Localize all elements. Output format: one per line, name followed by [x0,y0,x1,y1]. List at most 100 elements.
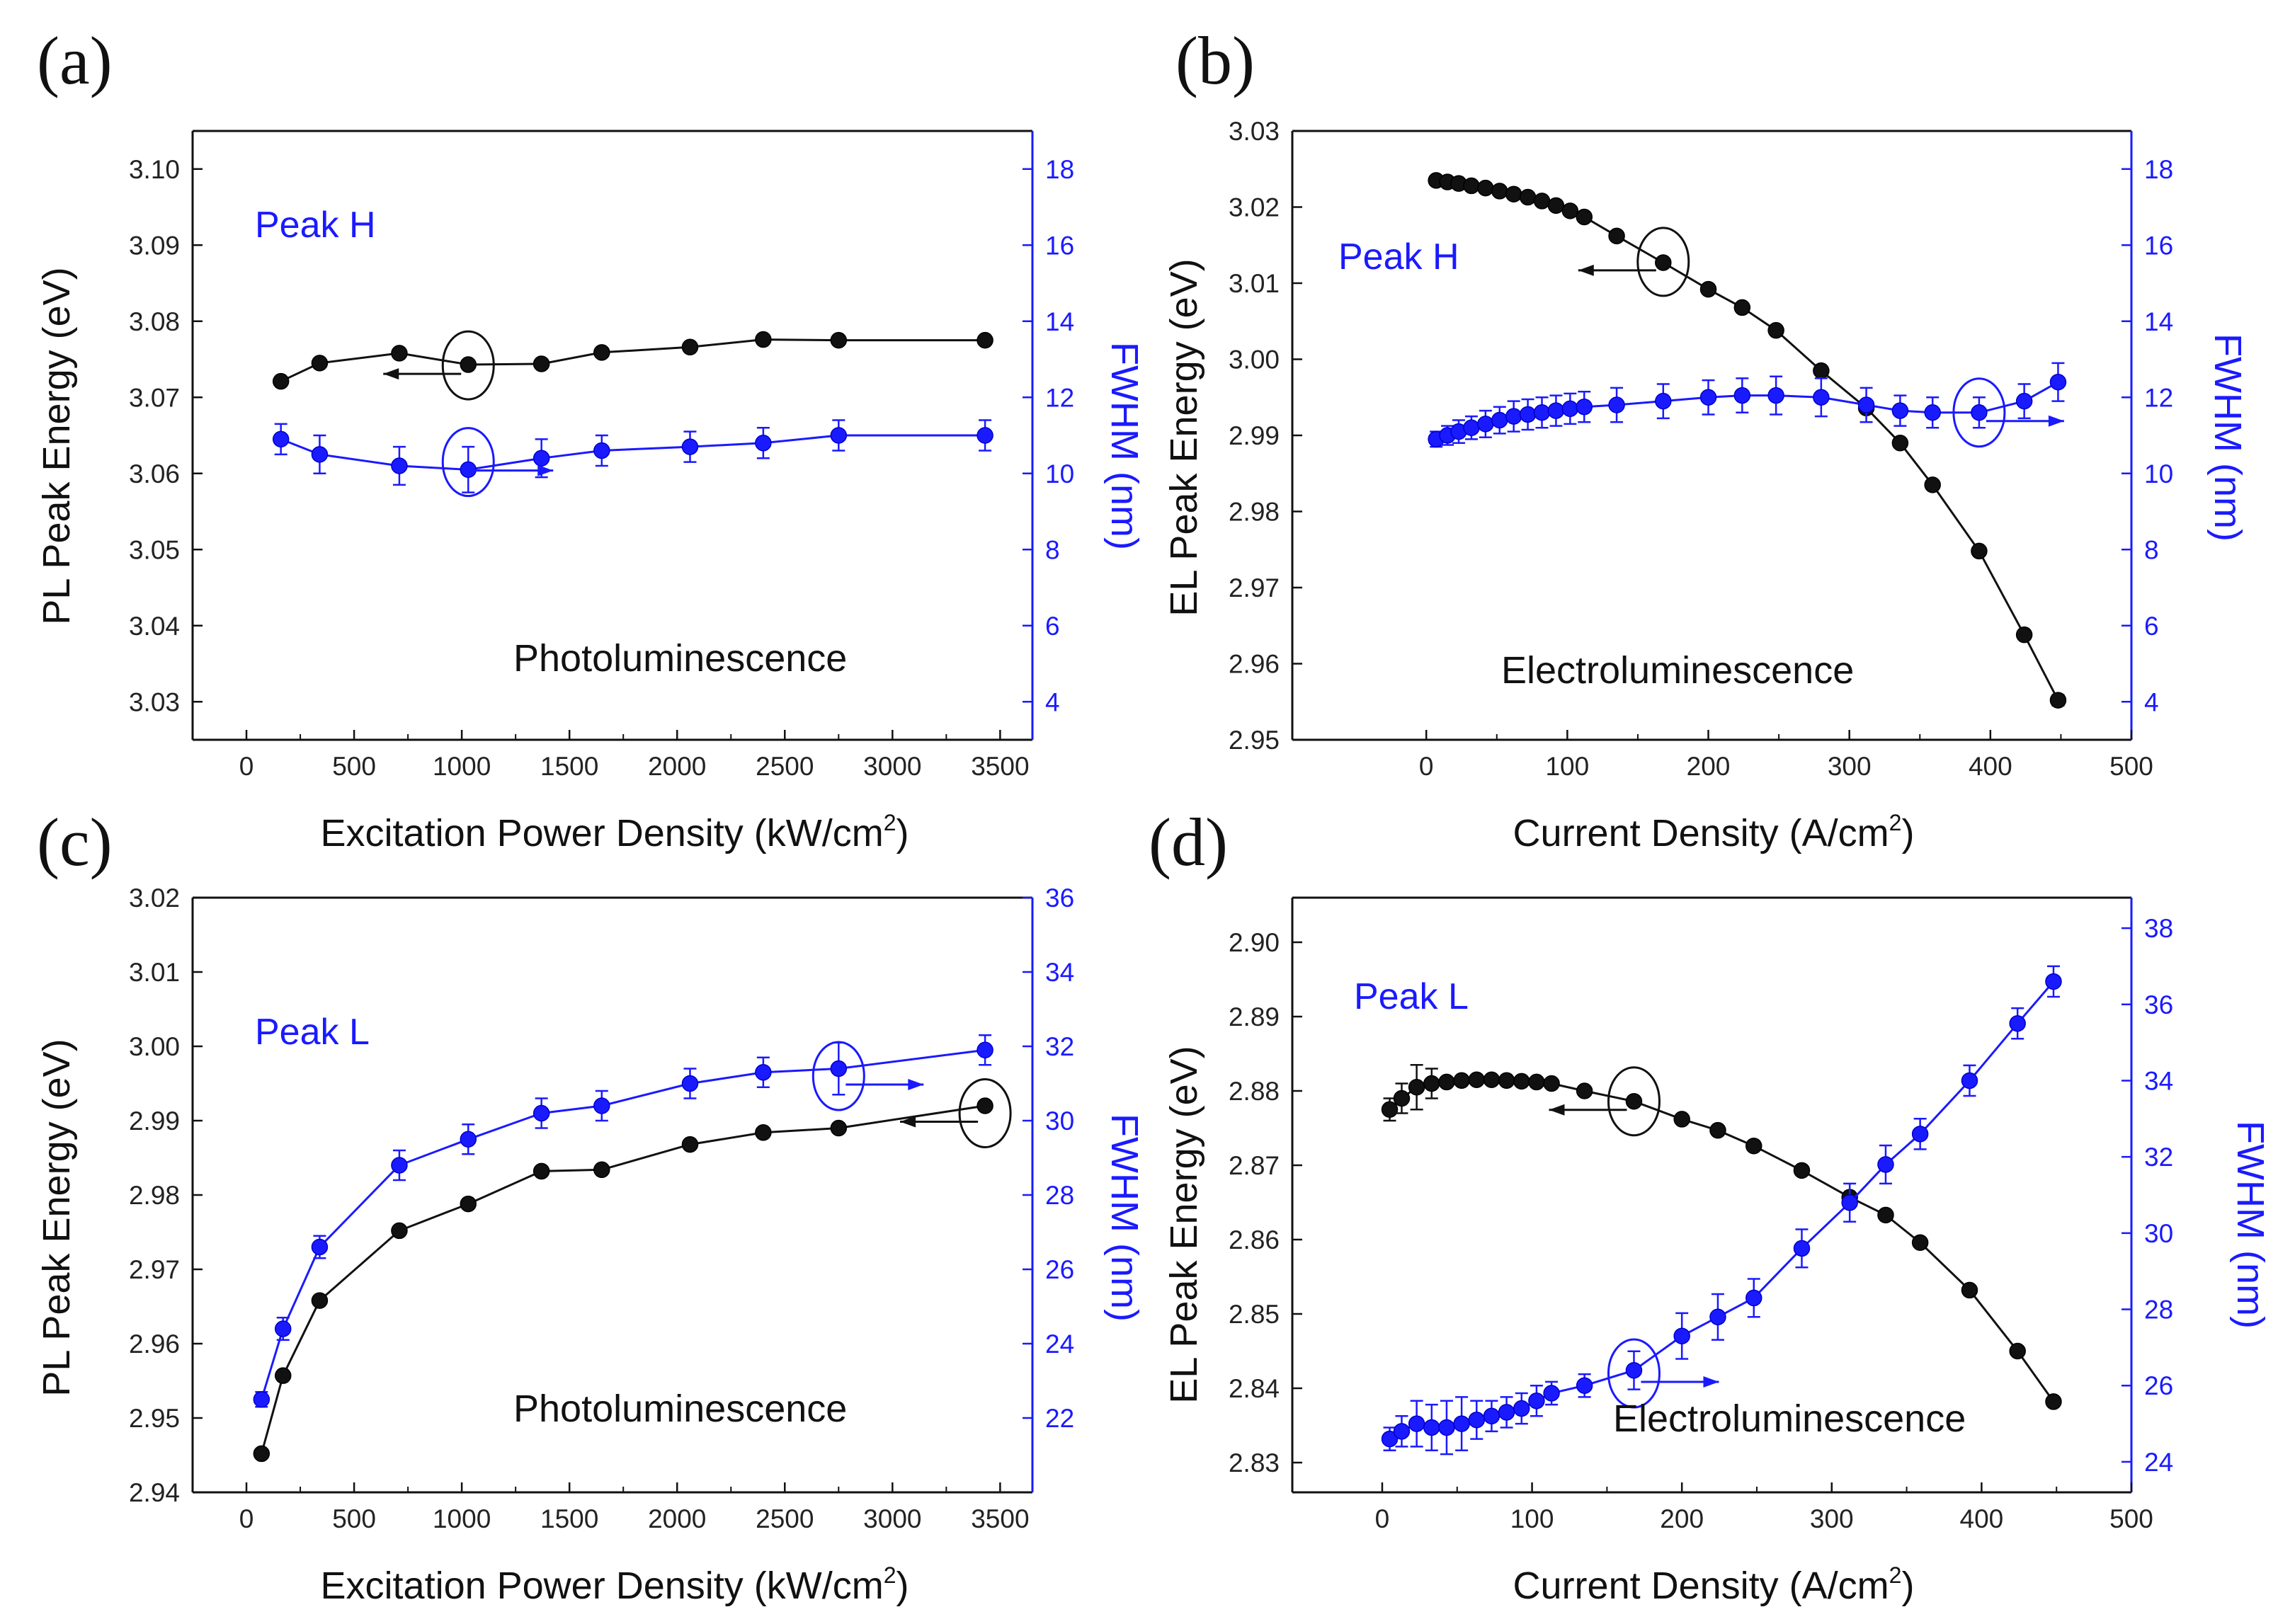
y2-tick-label: 18 [2144,155,2173,184]
annotation-arrow-head [1703,1376,1719,1388]
data-point-fwhm [976,1041,993,1058]
y2-tick-label: 4 [1045,687,1060,716]
y2-tick-label: 14 [2144,307,2173,336]
data-point-fwhm [1891,402,1909,419]
x-tick-label: 3000 [863,752,921,781]
data-point-fwhm [1381,1430,1399,1448]
y2-tick-label: 10 [1045,459,1074,488]
data-point-fwhm [593,442,610,459]
y2-tick-label: 8 [2144,535,2159,564]
data-point-fwhm [1709,1308,1726,1326]
x-tick-label: 100 [1545,752,1589,781]
data-point-energy [1468,1071,1486,1088]
data-point-energy [1911,1234,1929,1251]
data-point-energy [976,1097,993,1114]
data-point-energy [1655,254,1672,271]
y-tick-label: 3.09 [129,231,180,260]
data-point-energy [274,1367,292,1384]
y-tick-label: 3.10 [129,155,180,184]
x-tick-label: 300 [1828,752,1872,781]
data-point-fwhm [1767,387,1784,404]
data-point-energy [1528,1073,1545,1091]
panel-b-y2label: FWHM (nm) [2206,333,2249,542]
data-point-fwhm [830,427,848,444]
data-point-fwhm [1463,419,1480,436]
annotation-ellipse [441,427,495,498]
data-point-energy [593,344,610,361]
y-tick-label: 3.05 [129,535,180,564]
y2-tick-label: 28 [2144,1296,2173,1325]
data-point-fwhm [1423,1419,1440,1436]
data-point-fwhm [755,1064,772,1081]
data-point-energy [1547,197,1565,215]
data-point-energy [755,1124,772,1141]
panel-a-peak-label: Peak H [255,205,376,246]
data-point-fwhm [1528,1393,1545,1409]
series-line-energy [280,338,986,383]
data-point-fwhm [1438,1419,1455,1436]
y2-tick-label: 6 [2144,612,2159,641]
annotation-ellipse [441,330,495,401]
y2-tick-label: 30 [2144,1219,2173,1248]
data-point-fwhm [830,1060,848,1077]
data-point-energy [1477,179,1494,197]
data-point-fwhm [391,1157,408,1174]
data-point-energy [1608,227,1625,245]
data-point-energy [1673,1111,1690,1128]
data-point-energy [1533,193,1551,210]
data-point-fwhm [1533,404,1551,421]
y2-tick-label: 26 [1045,1255,1074,1284]
panel-c-xlabel: Excitation Power Density (kW/cm2) [321,1562,909,1607]
data-point-fwhm [1924,404,1941,421]
annotation-ellipse [958,1078,1012,1148]
data-point-energy [1576,1082,1593,1099]
panel-c: (c) 0 500 1000 1500 2000 2500 3000 3500 2.94 2.95… [35,804,1146,1607]
y-tick-label: 3.07 [129,383,180,412]
y-tick-label: 2.95 [1229,726,1280,755]
data-point-fwhm [1673,1327,1690,1344]
y-tick-label: 3.04 [129,612,180,641]
data-point-fwhm [1393,1423,1411,1440]
data-point-energy [1576,208,1593,226]
x-tick-label: 3500 [971,1504,1029,1533]
panel-a: (a) 0 500 1000 1500 2000 2500 3000 3500 3.03 3.04… [35,23,1146,854]
y-tick-label: 2.94 [129,1478,180,1507]
data-point-fwhm [976,427,993,444]
data-point-fwhm [1477,416,1494,433]
data-point-fwhm [1576,398,1593,416]
data-point-fwhm [533,1104,550,1122]
panel-a-ylabel: PL Peak Energy (eV) [35,267,78,624]
annotation-arrow-head [908,1079,924,1090]
data-point-fwhm [755,435,772,452]
data-point-energy [1877,1206,1894,1224]
data-point-fwhm [1483,1407,1500,1425]
x-tick-label: 300 [1810,1504,1854,1533]
y-tick-label: 3.00 [1229,345,1280,374]
data-point-energy [681,1136,699,1153]
panel-a-plot: 0 500 1000 1500 2000 2500 3000 3500 3.03 3.04 3.05… [129,130,1074,781]
x-tick-label: 500 [2109,1504,2153,1533]
data-point-energy [593,1161,610,1179]
panel-b-ylabel: EL Peak Energy (eV) [1163,258,1205,616]
y-tick-label: 2.84 [1229,1374,1280,1403]
data-point-energy [1463,177,1480,195]
data-point-fwhm [1491,411,1508,429]
data-point-fwhm [2049,374,2067,391]
y2-tick-label: 18 [1045,155,1074,184]
panel-a-y2label: FWHM (nm) [1103,342,1146,550]
data-point-energy [1491,183,1508,200]
panel-b-peak-label: Peak H [1338,236,1459,278]
annotation-arrow-head [1578,264,1594,276]
data-point-energy [391,345,408,362]
data-point-fwhm [391,457,408,474]
data-point-fwhm [274,1320,292,1337]
annotation-arrow-head [1549,1104,1565,1116]
data-point-fwhm [1498,1404,1515,1421]
data-point-energy [460,356,477,373]
data-point-energy [830,331,848,349]
y-tick-label: 2.90 [1229,928,1280,957]
data-point-energy [1699,280,1717,298]
data-point-energy [755,331,772,348]
y2-tick-label: 24 [1045,1329,1074,1359]
